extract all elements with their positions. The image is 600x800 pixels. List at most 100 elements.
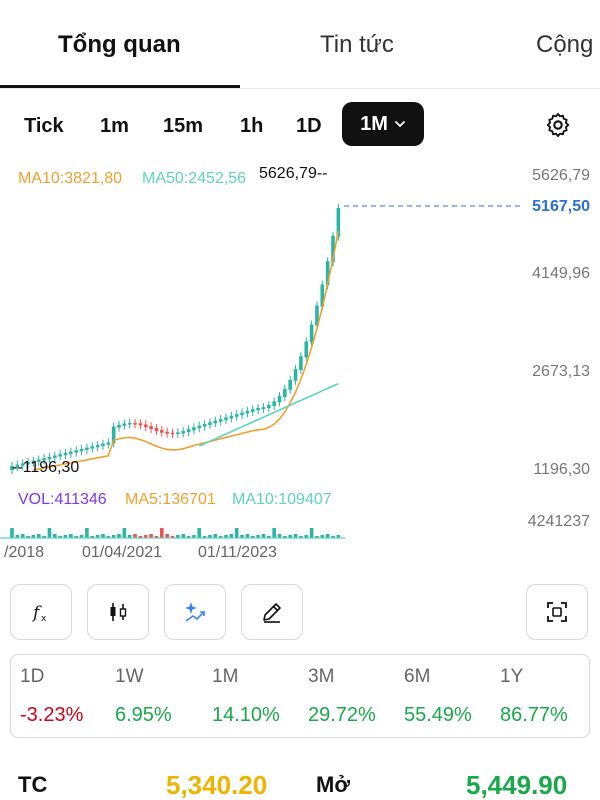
perf-period-6m[interactable]: 6M — [404, 666, 431, 687]
volume-ma5-legend: MA5:136701 — [125, 491, 216, 508]
volume-bar — [192, 535, 196, 538]
timeframe-1M-dropdown[interactable]: 1M — [342, 102, 424, 146]
price-axis-low: 1196,30 — [533, 461, 590, 478]
perf-period-1y[interactable]: 1Y — [500, 666, 524, 687]
chart-type-button[interactable] — [87, 584, 149, 640]
volume-ma10-legend: MA10:109407 — [232, 491, 332, 508]
drawing-button[interactable] — [241, 584, 303, 640]
candle-body — [213, 420, 218, 424]
date-axis-label: 01/04/2021 — [82, 544, 163, 561]
candle-body — [304, 341, 309, 358]
candle-body — [256, 407, 260, 411]
perf-value-1d: -3.23% — [20, 704, 84, 726]
volume-bar — [320, 535, 325, 538]
volume-bar — [90, 536, 95, 538]
perf-value-6m: 55.49% — [404, 704, 472, 726]
candle-body — [90, 446, 95, 449]
candle-body — [85, 447, 89, 450]
volume-bar — [176, 535, 180, 538]
volume-bar — [261, 534, 266, 538]
candle-body — [208, 422, 212, 425]
candle-body — [10, 466, 14, 470]
volume-bar — [170, 536, 175, 538]
candle-body — [53, 455, 57, 458]
timeframe-1m[interactable]: 1m — [100, 115, 129, 137]
candle-body — [122, 423, 127, 426]
svg-text:x: x — [41, 614, 47, 624]
volume-bar — [267, 536, 271, 538]
volume-bar — [58, 536, 62, 538]
candle-body — [336, 208, 341, 237]
price-chart[interactable] — [0, 158, 600, 568]
price-axis-mid-high: 4149,96 — [532, 265, 590, 282]
candle-body — [224, 417, 228, 421]
volume-bar — [277, 534, 282, 538]
perf-period-1d[interactable]: 1D — [20, 666, 45, 687]
indicator-button[interactable]: f x — [10, 584, 72, 640]
perf-value-1w: 6.95% — [115, 704, 172, 726]
volume-legend: VOL:411346 — [18, 491, 107, 508]
reference-price-value: 5,340.20 — [166, 770, 268, 800]
volume-bar — [42, 536, 46, 538]
candle-body — [26, 462, 30, 465]
volume-bar — [240, 535, 244, 538]
timeframe-15m[interactable]: 15m — [163, 115, 204, 137]
tab-news[interactable]: Tin tức — [320, 31, 394, 58]
candle-body — [331, 235, 335, 263]
price-axis-mid: 2673,13 — [532, 363, 590, 380]
candle-body — [133, 423, 137, 425]
volume-bars — [10, 528, 341, 538]
timeframe-1h[interactable]: 1h — [240, 115, 264, 137]
candle-body — [288, 379, 292, 390]
perf-period-1w[interactable]: 1W — [115, 666, 144, 687]
candle-body — [42, 458, 46, 461]
top-tabs: Tổng quan Tin tức Cộng — [0, 0, 600, 90]
date-axis-label: /2018 — [4, 544, 45, 561]
volume-bar — [272, 528, 276, 538]
volume-bar — [208, 535, 212, 538]
tab-community[interactable]: Cộng — [536, 31, 594, 58]
volume-bar — [63, 535, 68, 538]
volume-bar — [315, 536, 319, 538]
candle-body — [101, 443, 105, 447]
volume-bar — [218, 536, 223, 538]
volume-bar — [197, 528, 202, 538]
active-tab-indicator — [0, 85, 240, 89]
candle-body — [138, 423, 143, 426]
perf-value-1y: 86.77% — [500, 704, 568, 726]
svg-text:f: f — [31, 603, 42, 623]
candle-body — [309, 324, 314, 343]
volume-bar — [181, 534, 185, 538]
ma10-legend: MA10:3821,80 — [18, 170, 123, 187]
candle-body — [192, 427, 196, 431]
perf-period-1m[interactable]: 1M — [212, 666, 239, 687]
fullscreen-button[interactable] — [526, 584, 588, 640]
tab-overview[interactable]: Tổng quan — [58, 31, 181, 58]
ai-analysis-button[interactable] — [164, 584, 226, 640]
volume-bar — [299, 536, 303, 538]
tabs-divider — [0, 88, 600, 89]
candle-body — [58, 454, 62, 457]
volume-bar — [149, 534, 153, 538]
volume-bar — [309, 528, 314, 538]
timeframe-1d[interactable]: 1D — [296, 115, 322, 137]
candle-body — [176, 432, 180, 434]
volume-bar — [15, 535, 20, 538]
volume-bar — [53, 534, 57, 538]
volume-axis-value: 4241237 — [527, 513, 590, 530]
candle-body — [31, 460, 36, 464]
perf-period-3m[interactable]: 3M — [308, 666, 335, 687]
volume-bar — [165, 534, 169, 538]
candle-body — [197, 425, 202, 429]
candle-body — [111, 426, 116, 444]
timeframe-tick[interactable]: Tick — [24, 115, 64, 137]
volume-bar — [336, 535, 341, 538]
volume-bar — [304, 535, 309, 538]
volume-bar — [288, 535, 292, 538]
volume-bar — [122, 528, 127, 538]
open-price-value: 5,449.90 — [466, 770, 568, 800]
volume-bar — [36, 534, 41, 538]
candle-body — [320, 284, 325, 307]
gear-icon[interactable] — [544, 111, 572, 139]
volume-bar — [283, 536, 287, 538]
